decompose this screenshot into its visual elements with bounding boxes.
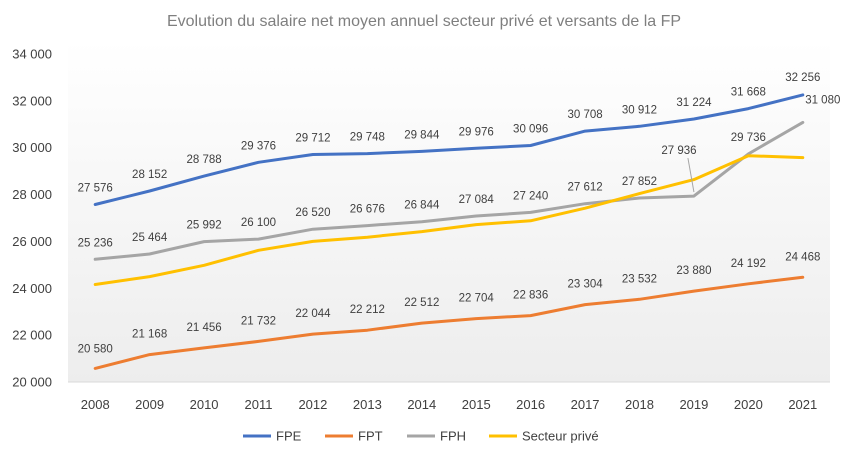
x-tick-label: 2017	[571, 397, 600, 412]
data-label: 30 708	[567, 109, 602, 121]
y-tick-label: 24 000	[12, 281, 52, 296]
x-axis: 2008 2009 2010 2011 2012 2013 2014 2015 2016 2017…	[68, 381, 830, 412]
data-label: 27 240	[513, 190, 548, 202]
plot-area	[68, 40, 830, 382]
data-label: 21 456	[186, 322, 221, 334]
data-label: 26 676	[350, 204, 385, 216]
data-label: 26 844	[404, 200, 440, 212]
data-label: 28 788	[186, 154, 221, 166]
data-label: 31 080	[805, 94, 840, 106]
x-tick-label: 2021	[788, 397, 817, 412]
data-label: 27 576	[78, 183, 113, 195]
series-line-fpt	[93, 275, 805, 370]
x-tick-label: 2011	[245, 397, 273, 412]
x-tick-label: 2010	[190, 397, 219, 412]
legend-label-fpt: FPT	[358, 429, 383, 444]
series-line-fph	[93, 120, 805, 261]
data-label: 22 512	[404, 297, 439, 309]
legend-label-fph: FPH	[440, 429, 466, 444]
data-label-leader	[687, 157, 695, 193]
data-label: 22 836	[513, 290, 548, 302]
data-label: 22 044	[295, 308, 331, 320]
y-tick-label: 20 000	[12, 375, 52, 390]
data-label: 26 100	[241, 217, 276, 229]
y-tick-label: 30 000	[12, 140, 52, 155]
chart-title: Evolution du salaire net moyen annuel se…	[167, 13, 681, 30]
legend-label-secteur-priv-: Secteur privé	[522, 429, 599, 444]
data-label: 22 704	[459, 293, 495, 305]
data-label: 29 376	[241, 140, 276, 152]
y-tick-label: 26 000	[12, 234, 52, 249]
data-label: 24 192	[731, 258, 766, 270]
x-tick-label: 2015	[462, 397, 491, 412]
x-tick-label: 2008	[81, 397, 110, 412]
x-tick-label: 2013	[353, 397, 382, 412]
y-tick-label: 22 000	[12, 328, 52, 343]
data-label: 29 844	[404, 129, 440, 141]
data-label: 23 304	[567, 279, 603, 291]
data-label: 24 468	[785, 251, 820, 263]
y-axis: 20 000 22 000 24 000 26 000 28 000 30 000 32 0…	[12, 47, 52, 390]
y-tick-label: 28 000	[12, 187, 52, 202]
data-label: 31 668	[731, 87, 766, 99]
data-label: 23 880	[676, 265, 711, 277]
x-tick-label: 2009	[135, 397, 164, 412]
data-label: 25 236	[78, 237, 113, 249]
data-label: 20 580	[78, 343, 113, 355]
data-label: 30 912	[622, 104, 657, 116]
data-label: 32 256	[785, 72, 820, 84]
data-label: 29 712	[295, 132, 330, 144]
data-label: 27 612	[567, 182, 602, 194]
y-tick-label: 32 000	[12, 93, 52, 108]
y-tick-label: 34 000	[12, 47, 52, 62]
x-tick-label: 2012	[298, 397, 327, 412]
data-label: 27 084	[459, 194, 495, 206]
data-label: 29 736	[731, 132, 766, 144]
data-label: 29 748	[350, 132, 385, 144]
data-label: 22 212	[350, 304, 385, 316]
data-label: 23 532	[622, 273, 657, 285]
legend-label-fpe: FPE	[276, 429, 302, 444]
data-label: 27 852	[622, 176, 657, 188]
x-tick-label: 2020	[734, 397, 763, 412]
data-label: 29 976	[459, 126, 494, 138]
data-labels: 27 576 28 152 28 788 29 376 29 712 29 748 29 8…	[78, 72, 841, 356]
data-label: 21 168	[132, 329, 167, 341]
x-tick-label: 2018	[625, 397, 654, 412]
series-layer	[93, 93, 805, 370]
x-tick-label: 2016	[516, 397, 545, 412]
series-line-fpe	[93, 93, 805, 206]
data-label: 30 096	[513, 123, 548, 135]
data-label: 25 464	[132, 232, 168, 244]
data-label: 28 152	[132, 169, 167, 181]
data-label: 21 732	[241, 315, 276, 327]
data-label: 27 936	[661, 145, 696, 157]
series-line-secteur-priv-	[93, 154, 805, 286]
legend: FPE FPT FPH Secteur privé	[243, 429, 599, 444]
data-label: 26 520	[295, 207, 330, 219]
data-label: 25 992	[186, 220, 221, 232]
x-tick-label: 2014	[407, 397, 436, 412]
data-label: 31 224	[676, 97, 712, 109]
x-tick-label: 2019	[679, 397, 708, 412]
